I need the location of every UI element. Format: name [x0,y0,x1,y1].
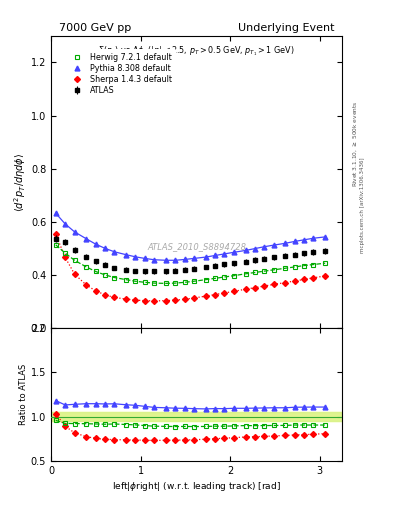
Sherpa 1.4.3 default [213,291,217,297]
Line: Sherpa 1.4.3 default: Sherpa 1.4.3 default [54,232,327,303]
Bar [51,412,342,421]
Sherpa 1.4.3 default [192,295,196,301]
Herwig 7.2.1 default [203,276,208,283]
Sherpa 1.4.3 default [311,275,316,281]
Pythia 8.308 default [142,255,147,262]
Text: Rivet 3.1.10, $\geq$ 500k events: Rivet 3.1.10, $\geq$ 500k events [352,100,359,186]
Herwig 7.2.1 default [84,264,88,270]
Herwig 7.2.1 default [323,260,327,266]
Legend: Herwig 7.2.1 default, Pythia 8.308 default, Sherpa 1.4.3 default, ATLAS: Herwig 7.2.1 default, Pythia 8.308 defau… [64,49,176,99]
Line: Herwig 7.2.1 default: Herwig 7.2.1 default [53,243,328,286]
Pythia 8.308 default [262,244,266,250]
Herwig 7.2.1 default [253,269,257,275]
Herwig 7.2.1 default [72,257,77,263]
Sherpa 1.4.3 default [182,296,187,303]
Sherpa 1.4.3 default [253,285,257,291]
Sherpa 1.4.3 default [124,296,129,302]
Sherpa 1.4.3 default [243,286,248,292]
Herwig 7.2.1 default [283,265,288,271]
Sherpa 1.4.3 default [72,271,77,277]
Sherpa 1.4.3 default [323,273,327,279]
Text: Underlying Event: Underlying Event [237,23,334,33]
Sherpa 1.4.3 default [302,276,307,283]
Pythia 8.308 default [63,221,68,227]
Pythia 8.308 default [213,252,217,259]
Herwig 7.2.1 default [53,242,58,248]
Herwig 7.2.1 default [63,250,68,256]
Text: mcplots.cern.ch [arXiv:1306.3436]: mcplots.cern.ch [arXiv:1306.3436] [360,157,365,252]
Line: Pythia 8.308 default: Pythia 8.308 default [53,211,328,263]
Herwig 7.2.1 default [163,280,168,286]
Pythia 8.308 default [112,249,117,255]
Herwig 7.2.1 default [152,280,156,286]
Herwig 7.2.1 default [271,267,276,273]
Sherpa 1.4.3 default [203,293,208,299]
Pythia 8.308 default [311,235,316,241]
Pythia 8.308 default [253,246,257,252]
Sherpa 1.4.3 default [231,288,236,294]
Pythia 8.308 default [93,241,98,247]
Herwig 7.2.1 default [133,278,138,284]
Text: $\Sigma(p_T)$ vs $\Delta\phi$  ($|\eta| < 2.5$, $p_T > 0.5$ GeV, $p_{T_1} > 1$ G: $\Sigma(p_T)$ vs $\Delta\phi$ ($|\eta| <… [98,45,295,58]
Sherpa 1.4.3 default [53,231,58,238]
Sherpa 1.4.3 default [262,283,266,289]
Pythia 8.308 default [243,247,248,253]
Herwig 7.2.1 default [173,280,178,286]
Herwig 7.2.1 default [262,268,266,274]
Herwig 7.2.1 default [243,271,248,277]
Pythia 8.308 default [163,257,168,263]
Pythia 8.308 default [231,249,236,255]
Pythia 8.308 default [283,240,288,246]
Pythia 8.308 default [103,245,107,251]
Pythia 8.308 default [302,237,307,243]
Sherpa 1.4.3 default [271,282,276,288]
Herwig 7.2.1 default [142,279,147,285]
Herwig 7.2.1 default [93,268,98,274]
Sherpa 1.4.3 default [112,294,117,301]
Herwig 7.2.1 default [112,274,117,281]
Pythia 8.308 default [84,236,88,242]
Pythia 8.308 default [323,234,327,240]
Pythia 8.308 default [182,257,187,263]
Herwig 7.2.1 default [103,272,107,278]
Herwig 7.2.1 default [222,274,227,280]
Pythia 8.308 default [53,210,58,217]
Pythia 8.308 default [133,254,138,260]
Herwig 7.2.1 default [292,264,297,270]
X-axis label: left|$\phi$right| (w.r.t. leading track) [rad]: left|$\phi$right| (w.r.t. leading track)… [112,480,281,493]
Sherpa 1.4.3 default [103,292,107,298]
Pythia 8.308 default [173,257,178,263]
Sherpa 1.4.3 default [63,254,68,261]
Sherpa 1.4.3 default [283,280,288,286]
Herwig 7.2.1 default [124,276,129,283]
Bar [51,412,342,421]
Pythia 8.308 default [124,251,129,258]
Sherpa 1.4.3 default [222,290,227,296]
Sherpa 1.4.3 default [142,297,147,304]
Pythia 8.308 default [222,251,227,257]
Herwig 7.2.1 default [182,279,187,285]
Pythia 8.308 default [203,254,208,260]
Herwig 7.2.1 default [311,262,316,268]
Sherpa 1.4.3 default [163,297,168,304]
Herwig 7.2.1 default [213,275,217,282]
Pythia 8.308 default [292,239,297,245]
Text: ATLAS_2010_S8894728: ATLAS_2010_S8894728 [147,242,246,251]
Sherpa 1.4.3 default [173,297,178,303]
Sherpa 1.4.3 default [292,278,297,284]
Pythia 8.308 default [192,255,196,262]
Y-axis label: Ratio to ATLAS: Ratio to ATLAS [19,364,28,425]
Sherpa 1.4.3 default [152,298,156,304]
Herwig 7.2.1 default [302,263,307,269]
Pythia 8.308 default [271,242,276,248]
Sherpa 1.4.3 default [133,297,138,303]
Y-axis label: $\langle d^2 p_T / d\eta d\phi \rangle$: $\langle d^2 p_T / d\eta d\phi \rangle$ [12,152,28,211]
Pythia 8.308 default [72,229,77,235]
Herwig 7.2.1 default [192,278,196,284]
Text: 7000 GeV pp: 7000 GeV pp [59,23,131,33]
Sherpa 1.4.3 default [84,282,88,288]
Pythia 8.308 default [152,257,156,263]
Herwig 7.2.1 default [231,272,236,279]
Sherpa 1.4.3 default [93,288,98,294]
